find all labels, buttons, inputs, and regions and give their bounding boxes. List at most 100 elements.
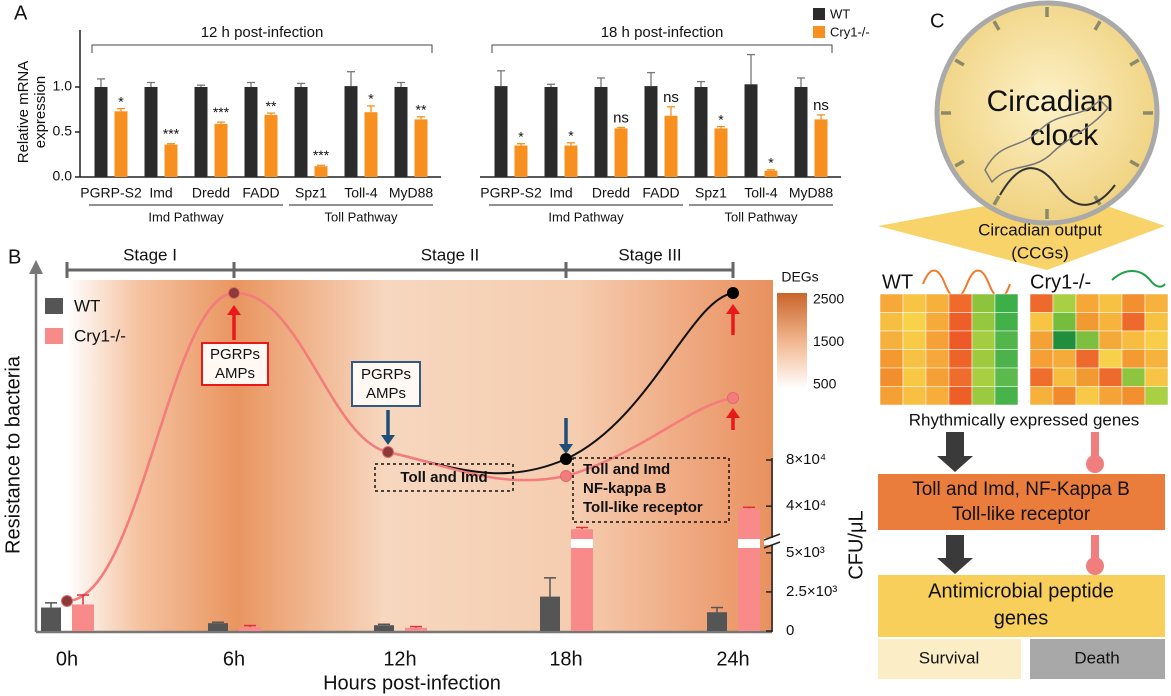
- heatmap-cell: [1098, 386, 1123, 406]
- callout-box: [201, 342, 269, 386]
- y2-tick-label: 5×10³: [786, 544, 825, 561]
- heatmap-cell: [1029, 367, 1054, 387]
- pathway-label: Toll Pathway: [725, 209, 798, 224]
- heatmap-cell: [1121, 330, 1146, 350]
- inhibit-head: [1086, 455, 1104, 473]
- x-tick-label: 0h: [56, 648, 78, 670]
- bar: [208, 623, 228, 631]
- bar-break: [571, 539, 593, 548]
- heatmap-cell: [1121, 293, 1146, 313]
- legend-label: Cry1-/-: [74, 326, 126, 345]
- legend-label: Cry1-/-: [830, 24, 870, 39]
- x-tick-label: Dredd: [592, 185, 630, 201]
- x-tick-label: MyD88: [389, 185, 434, 201]
- panel-label: A: [14, 2, 28, 24]
- heatmap-cell: [1098, 312, 1123, 332]
- pathway-text: Toll and Imd, NF-Kappa B: [912, 479, 1130, 500]
- arrow-head: [726, 304, 740, 314]
- heatmap-cell: [1144, 312, 1169, 332]
- bar: [239, 627, 261, 631]
- x-tick-label: Toll-4: [744, 185, 778, 201]
- heatmap-cell: [1075, 367, 1100, 387]
- significance-label: *: [368, 91, 374, 107]
- bar: [164, 144, 178, 177]
- colorbar: [777, 293, 807, 389]
- x-tick-label: FADD: [242, 185, 279, 201]
- axis-break: [763, 533, 781, 541]
- heatmap-cell: [879, 386, 904, 406]
- clock-tick: [992, 20, 1001, 31]
- heatmap-cell: [1052, 330, 1077, 350]
- axis-break: [763, 541, 781, 549]
- pathway-label: Imd Pathway: [548, 209, 624, 224]
- significance-label: **: [266, 98, 277, 114]
- panel-label: C: [930, 10, 944, 32]
- amp-box: [878, 575, 1165, 637]
- death-box: [1030, 639, 1165, 679]
- heatmap-cell: [1052, 293, 1077, 313]
- heatmap-cell: [1029, 312, 1054, 332]
- heatmap-cell: [1121, 386, 1146, 406]
- bar: [514, 145, 528, 177]
- x-tick-label: Dredd: [192, 185, 230, 201]
- heatmap-cell: [925, 312, 950, 332]
- significance-label: *: [118, 93, 124, 109]
- inhibit-head: [1086, 557, 1104, 575]
- heatmap-cell: [1098, 330, 1123, 350]
- clock-text: Circadian: [987, 85, 1114, 118]
- heatmap-cell: [879, 312, 904, 332]
- bar: [214, 123, 228, 177]
- y-axis-label: Resistance to bacteria: [2, 355, 24, 554]
- clock-tick: [954, 58, 965, 67]
- legend-swatch: [813, 8, 825, 20]
- callout-box: [572, 457, 730, 523]
- clock-tick: [992, 195, 1001, 206]
- significance-label: **: [416, 101, 427, 117]
- bar: [644, 86, 658, 177]
- panel-label: B: [8, 246, 21, 268]
- heatmap-cell: [1098, 349, 1123, 369]
- output-text: Circadian output: [978, 220, 1102, 239]
- group-title: 12 h post-infection: [201, 24, 324, 41]
- heatmap-cell: [1144, 367, 1169, 387]
- x-tick-label: Spz1: [295, 185, 327, 201]
- legend-swatch: [45, 328, 63, 344]
- bar: [41, 607, 61, 631]
- y2-tick-label: 8×10⁴: [786, 451, 826, 468]
- y2-tick-label: 4×10⁴: [786, 497, 826, 514]
- x-tick-label: Toll-4: [344, 185, 378, 201]
- heatmap-cell: [994, 386, 1019, 406]
- heatmap-cell: [1121, 349, 1146, 369]
- colorbar-tick-label: 1500: [813, 333, 844, 349]
- bar: [714, 128, 728, 177]
- heatmap-cell: [1029, 293, 1054, 313]
- down-arrow: [937, 432, 973, 472]
- y2-tick-label: 2.5×10³: [786, 583, 837, 600]
- bar: [314, 166, 328, 177]
- bar: [114, 111, 128, 177]
- heatmap-cell: [1075, 312, 1100, 332]
- heatmap-cell: [1052, 367, 1077, 387]
- significance-label: *: [718, 111, 724, 127]
- bar-break: [738, 539, 760, 548]
- y-axis-label: Relative mRNA: [15, 61, 32, 164]
- bar: [72, 604, 94, 631]
- bar: [794, 87, 808, 177]
- bar: [540, 596, 560, 631]
- heatmap-cell: [994, 349, 1019, 369]
- x-tick-label: PGRP-S2: [480, 185, 542, 201]
- heatmap-cell: [994, 330, 1019, 350]
- curve-point: [727, 287, 739, 299]
- heatmap-cell: [902, 386, 927, 406]
- bar: [344, 86, 358, 177]
- callout-text: NF-kappa B: [583, 480, 667, 497]
- y-tick-label: 0.0: [53, 168, 73, 184]
- heatmap-cell: [1121, 367, 1146, 387]
- bar: [194, 87, 208, 177]
- heatmap-cell: [1052, 349, 1077, 369]
- bar: [564, 145, 578, 177]
- stage-label: Stage I: [123, 245, 177, 264]
- bar: [694, 87, 708, 177]
- y-axis-label: expression: [32, 76, 49, 149]
- rhythm-wave: [999, 167, 1116, 206]
